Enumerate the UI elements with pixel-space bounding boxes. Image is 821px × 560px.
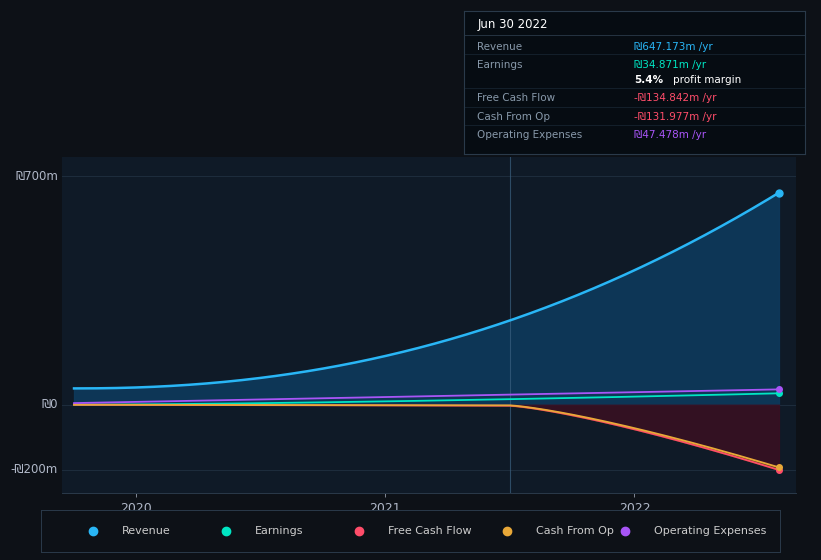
Text: 5.4%: 5.4%	[635, 74, 663, 85]
Text: Operating Expenses: Operating Expenses	[478, 130, 583, 141]
Text: ₪47.478m /yr: ₪47.478m /yr	[635, 130, 706, 141]
Text: Earnings: Earnings	[478, 60, 523, 71]
Text: Earnings: Earnings	[255, 526, 304, 535]
Text: ₪700m: ₪700m	[15, 170, 58, 183]
Text: ₪0: ₪0	[41, 398, 58, 411]
Text: -₪131.977m /yr: -₪131.977m /yr	[635, 112, 717, 122]
Text: Free Cash Flow: Free Cash Flow	[388, 526, 472, 535]
Text: -₪200m: -₪200m	[11, 464, 58, 477]
Text: profit margin: profit margin	[673, 74, 741, 85]
Text: -₪134.842m /yr: -₪134.842m /yr	[635, 94, 717, 103]
Text: ₪647.173m /yr: ₪647.173m /yr	[635, 42, 713, 52]
Text: Revenue: Revenue	[478, 42, 523, 52]
Text: Cash From Op: Cash From Op	[478, 112, 551, 122]
Text: Operating Expenses: Operating Expenses	[654, 526, 767, 535]
Text: Jun 30 2022: Jun 30 2022	[478, 18, 548, 31]
Text: ₪34.871m /yr: ₪34.871m /yr	[635, 60, 706, 71]
Text: Revenue: Revenue	[122, 526, 171, 535]
Text: Cash From Op: Cash From Op	[536, 526, 614, 535]
Text: Free Cash Flow: Free Cash Flow	[478, 94, 556, 103]
